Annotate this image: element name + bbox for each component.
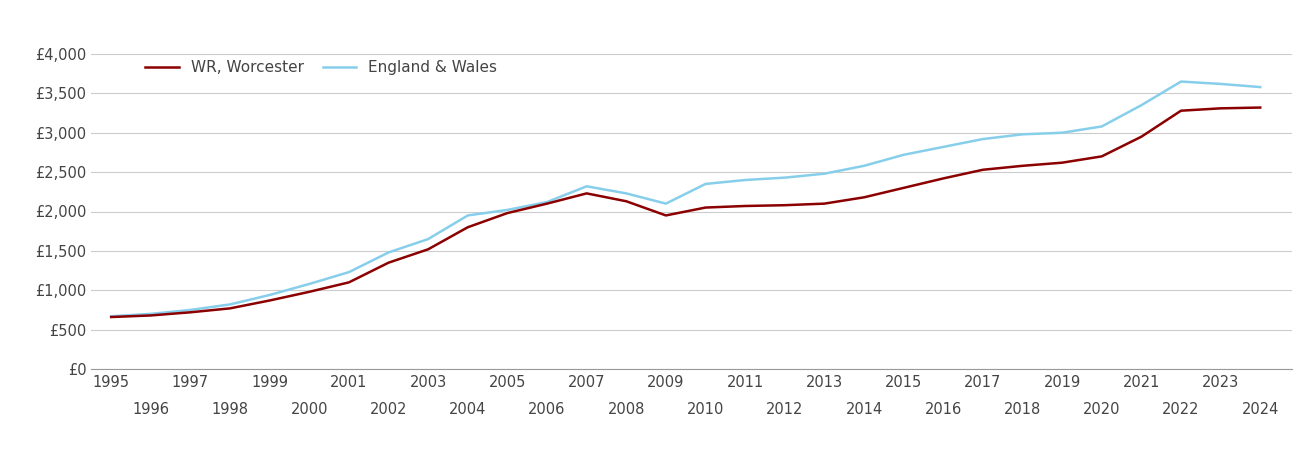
- England & Wales: [262, 292, 278, 298]
- England & Wales: [1134, 103, 1150, 108]
- England & Wales: [1015, 131, 1031, 137]
- Line: WR, Worcester: WR, Worcester: [111, 108, 1261, 317]
- England & Wales: [856, 163, 872, 168]
- England & Wales: [222, 302, 238, 307]
- England & Wales: [301, 281, 317, 287]
- WR, Worcester: [144, 313, 159, 318]
- WR, Worcester: [936, 176, 951, 181]
- England & Wales: [776, 175, 792, 180]
- England & Wales: [936, 144, 951, 149]
- WR, Worcester: [459, 225, 475, 230]
- WR, Worcester: [420, 247, 436, 252]
- England & Wales: [341, 270, 356, 275]
- England & Wales: [658, 201, 673, 206]
- England & Wales: [459, 213, 475, 218]
- WR, Worcester: [776, 202, 792, 208]
- WR, Worcester: [817, 201, 833, 206]
- WR, Worcester: [262, 298, 278, 303]
- England & Wales: [1212, 81, 1228, 86]
- Line: England & Wales: England & Wales: [111, 81, 1261, 316]
- England & Wales: [1253, 84, 1268, 90]
- WR, Worcester: [1054, 160, 1070, 165]
- WR, Worcester: [1015, 163, 1031, 168]
- WR, Worcester: [658, 213, 673, 218]
- WR, Worcester: [381, 260, 397, 265]
- England & Wales: [381, 250, 397, 255]
- WR, Worcester: [500, 210, 515, 216]
- WR, Worcester: [1253, 105, 1268, 110]
- WR, Worcester: [895, 185, 911, 191]
- WR, Worcester: [1173, 108, 1189, 113]
- WR, Worcester: [103, 314, 119, 319]
- WR, Worcester: [341, 279, 356, 285]
- Legend: WR, Worcester, England & Wales: WR, Worcester, England & Wales: [140, 54, 504, 81]
- WR, Worcester: [222, 306, 238, 311]
- WR, Worcester: [698, 205, 714, 210]
- England & Wales: [103, 314, 119, 319]
- WR, Worcester: [539, 201, 555, 206]
- WR, Worcester: [183, 310, 198, 315]
- WR, Worcester: [856, 194, 872, 200]
- England & Wales: [737, 177, 753, 183]
- England & Wales: [579, 184, 595, 189]
- England & Wales: [1094, 124, 1109, 129]
- England & Wales: [975, 136, 990, 142]
- WR, Worcester: [1212, 106, 1228, 111]
- England & Wales: [1173, 79, 1189, 84]
- England & Wales: [817, 171, 833, 176]
- WR, Worcester: [619, 198, 634, 204]
- WR, Worcester: [975, 167, 990, 172]
- England & Wales: [698, 181, 714, 187]
- WR, Worcester: [1134, 134, 1150, 140]
- WR, Worcester: [301, 289, 317, 294]
- England & Wales: [420, 236, 436, 242]
- England & Wales: [895, 152, 911, 158]
- England & Wales: [1054, 130, 1070, 135]
- WR, Worcester: [1094, 154, 1109, 159]
- England & Wales: [144, 311, 159, 317]
- England & Wales: [619, 191, 634, 196]
- WR, Worcester: [737, 203, 753, 209]
- England & Wales: [500, 207, 515, 212]
- England & Wales: [539, 199, 555, 205]
- England & Wales: [183, 307, 198, 313]
- WR, Worcester: [579, 191, 595, 196]
